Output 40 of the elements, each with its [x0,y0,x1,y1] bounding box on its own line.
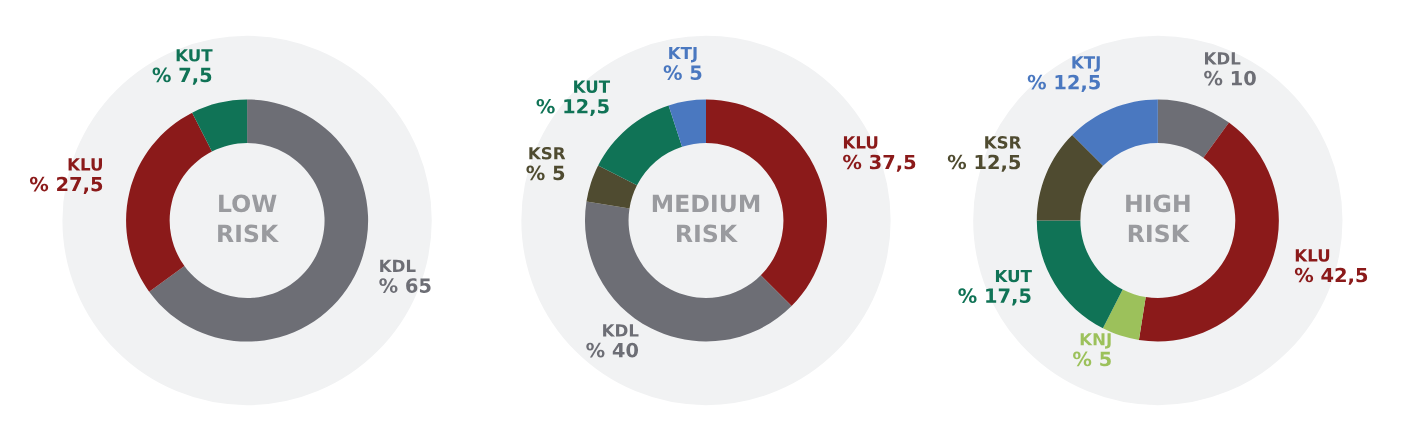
data-label: % 12,5 [947,154,1021,172]
text: LOW RISK [218,194,279,243]
slice-label: KTJ [669,46,697,63]
donut-slice [1157,99,1229,158]
data-label: % 5 [1073,351,1111,367]
donut-slice [1036,220,1123,329]
slice-label: KLU [1295,249,1330,262]
data-label: % 42,5 [1294,267,1368,285]
slice-label: KDL [603,324,639,337]
donut-slice [192,99,248,152]
data-label: % 17,5 [958,288,1031,306]
slice-label: KDL [380,259,416,272]
data-label: % 7,5 [152,67,212,85]
slice-label: KUT [995,269,1032,283]
donut-slice [1072,99,1158,166]
data-label: % 5 [663,65,702,81]
data-label: % 5 [526,165,565,181]
data-label: % 12,5 [1027,74,1100,92]
slice-label: KDL [1205,52,1241,65]
data-label: % 27,5 [29,176,103,194]
slice-label: KSR [529,146,566,160]
slice-label: KUT [574,80,611,93]
donut-slice [668,99,706,147]
data-label: % 37,5 [843,154,916,172]
slice-label: KSR [985,136,1022,149]
data-label: % 12,5 [536,98,609,117]
data-label: % 65 [379,278,431,293]
donut-slice [586,165,637,209]
donut-slice [1036,134,1104,221]
donut-slice [126,112,212,292]
slice-label: KLU [68,158,102,171]
data-label: % 10 [1204,70,1256,86]
text: HIGH RISK [1126,194,1190,243]
donut-slice [149,99,369,342]
slice-label: KLU [843,136,878,149]
data-label: % 40 [586,342,639,358]
text: MEDIUM RISK [652,194,760,243]
slice-label: KUT [176,49,213,62]
slice-label: KTJ [1072,56,1100,72]
slice-label: KNJ [1080,333,1111,349]
